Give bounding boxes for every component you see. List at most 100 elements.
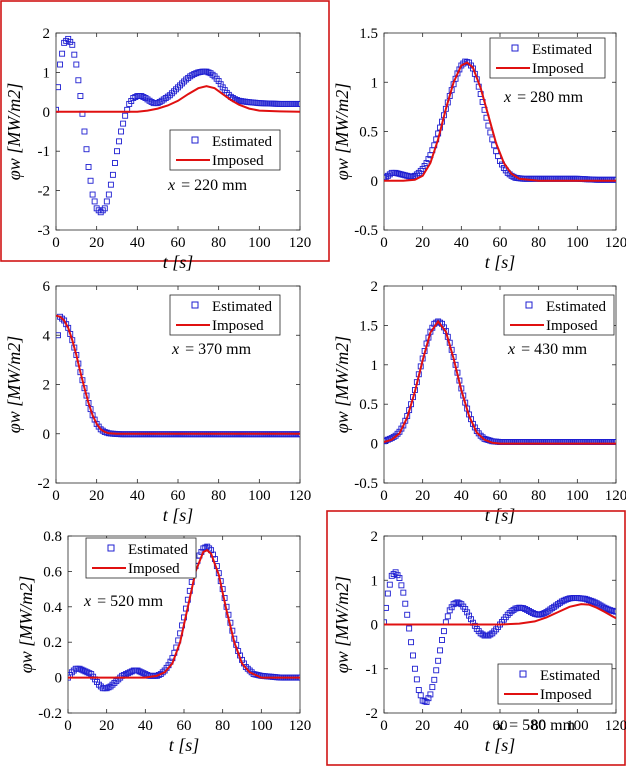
series-line-imposed xyxy=(384,319,616,445)
y-tick-label: -2 xyxy=(366,706,379,722)
highlight-frame xyxy=(326,510,626,766)
x-tick-label: 80 xyxy=(531,488,546,504)
data-point xyxy=(134,667,141,674)
data-point xyxy=(386,581,393,588)
x-tick-label: 120 xyxy=(289,235,312,251)
data-point xyxy=(138,93,145,99)
y-tick-label: 0 xyxy=(371,437,379,453)
data-point xyxy=(63,321,70,328)
data-point xyxy=(433,667,440,674)
data-point xyxy=(107,181,114,188)
position-annotation: x = 280 mm xyxy=(503,89,584,106)
data-point xyxy=(479,631,486,638)
position-annotation: x = 430 mm xyxy=(507,341,588,358)
data-point xyxy=(564,596,571,603)
y-axis-label: φw [MW/m2] xyxy=(16,576,36,673)
x-tick-label: 80 xyxy=(211,488,226,504)
data-point xyxy=(589,598,596,605)
x-tick-label: 20 xyxy=(99,718,114,734)
data-point xyxy=(56,332,61,339)
data-point xyxy=(128,98,135,104)
y-tick-label: 0.5 xyxy=(359,125,378,141)
data-point xyxy=(99,427,106,434)
legend: Estimated Imposed xyxy=(169,294,281,336)
data-point xyxy=(99,207,106,214)
data-point xyxy=(591,599,598,606)
data-point xyxy=(136,668,143,675)
y-axis-label: φw [MW/m2] xyxy=(332,83,352,180)
data-point xyxy=(506,610,513,616)
data-point xyxy=(173,86,179,93)
x-tick-label: 80 xyxy=(211,235,226,251)
data-point xyxy=(123,671,129,678)
legend-marker-estimated xyxy=(191,301,199,309)
data-point xyxy=(466,612,473,619)
data-point xyxy=(413,676,420,683)
data-point xyxy=(468,62,474,69)
legend-label-imposed: Imposed xyxy=(212,153,264,169)
y-tick-label: -0.5 xyxy=(354,476,378,492)
data-point xyxy=(446,607,453,614)
data-point xyxy=(82,668,89,675)
chart-panel-6: 0 20 40 60 80 100 120 -2 -1 0 1 2 t [s] φw [MW/m2] Est… xyxy=(326,510,626,766)
data-point xyxy=(203,68,210,75)
data-point xyxy=(558,598,565,605)
x-tick-label: 40 xyxy=(138,718,153,734)
data-point xyxy=(132,94,139,100)
x-tick-label: 0 xyxy=(52,235,60,251)
data-point xyxy=(113,678,120,685)
data-point xyxy=(109,171,116,178)
data-point xyxy=(456,600,463,607)
series-line-imposed xyxy=(56,85,300,113)
legend-label-imposed: Imposed xyxy=(532,61,584,77)
data-point xyxy=(613,176,616,183)
x-tick-label: 80 xyxy=(531,718,546,734)
data-point xyxy=(128,668,135,675)
data-point xyxy=(75,77,82,84)
data-point xyxy=(105,191,112,198)
legend-label-estimated: Estimated xyxy=(540,668,600,684)
data-point xyxy=(89,191,96,198)
data-point xyxy=(111,679,118,686)
data-point xyxy=(124,670,131,677)
y-tick-label: 2 xyxy=(43,26,51,42)
data-point xyxy=(402,600,409,607)
data-point xyxy=(462,606,469,612)
chart-panel-4: 0 20 40 60 80 100 120-0.500.511.52t [s]φw [MW/… xyxy=(332,279,626,525)
y-tick-label: -1 xyxy=(38,144,51,160)
y-tick-label: 2 xyxy=(43,378,51,394)
data-point xyxy=(67,38,74,45)
x-tick-label: 20 xyxy=(415,718,430,734)
data-point xyxy=(415,687,422,693)
data-point xyxy=(406,625,413,632)
y-tick-label: 1 xyxy=(371,573,379,589)
data-point xyxy=(400,171,407,178)
y-tick-label: 1.5 xyxy=(359,318,378,334)
data-point xyxy=(427,691,434,698)
y-tick-label: 0.6 xyxy=(43,564,62,580)
data-point xyxy=(439,637,445,643)
data-point xyxy=(423,160,430,166)
data-point xyxy=(140,670,147,677)
x-tick-label: 120 xyxy=(605,235,626,251)
position-annotation: x = 580 mm xyxy=(495,717,576,734)
data-point xyxy=(85,164,92,170)
legend-label-estimated: Estimated xyxy=(546,299,606,315)
data-point xyxy=(71,51,78,58)
legend-label-imposed: Imposed xyxy=(128,561,180,577)
y-tick-label: 1 xyxy=(371,358,379,374)
data-point xyxy=(404,172,411,179)
y-tick-label: 1.5 xyxy=(359,26,378,42)
data-point xyxy=(504,611,511,618)
data-point xyxy=(297,100,300,107)
data-point xyxy=(411,172,418,179)
x-tick-label: 0 xyxy=(380,488,388,504)
y-tick-label: -2 xyxy=(38,184,51,200)
y-tick-label: 0 xyxy=(371,174,379,190)
legend: Estimated Imposed xyxy=(85,537,197,579)
y-tick-label: 0 xyxy=(55,671,63,687)
chart-panel-5: 0 20 40 60 80 100 120-0.200.20.40.60.8t [s]φw … xyxy=(16,529,311,755)
data-point xyxy=(510,606,517,613)
y-tick-label: -0.2 xyxy=(38,706,62,722)
